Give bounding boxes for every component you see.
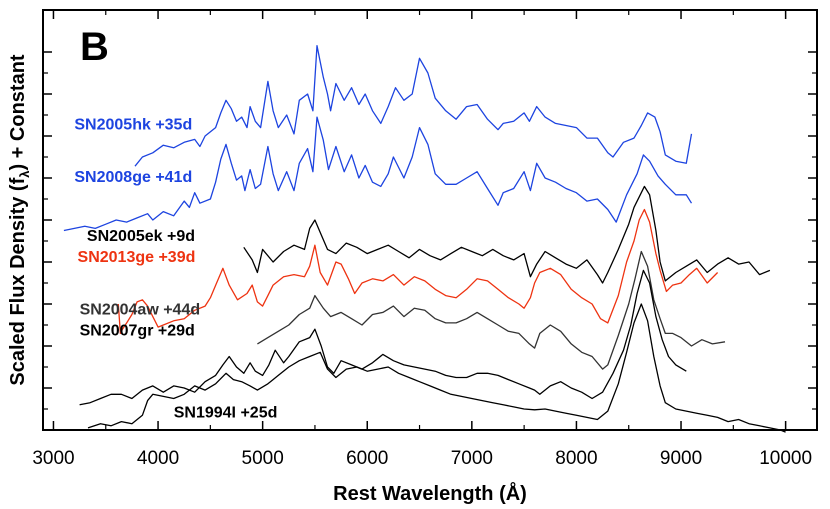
x-tick-labels: 3000 4000 5000 6000 7000 8000 9000 10000	[32, 448, 812, 469]
series-label-sn1994i: SN1994I +25d	[174, 404, 278, 421]
x-tick-label: 9000	[660, 448, 702, 469]
series-line-sn1994i	[87, 303, 786, 433]
series-layer	[63, 45, 786, 433]
x-tick-label: 6000	[346, 448, 388, 469]
plot-frame	[42, 9, 818, 431]
series-label-sn2008ge: SN2008ge +41d	[74, 169, 192, 186]
series-line-sn2005ek	[243, 185, 771, 284]
y-axis-title: Scaled Flux Density (fλ) + Constant	[7, 54, 32, 386]
x-tick-label: 5000	[242, 448, 284, 469]
series-label-sn2005ek: SN2005ek +9d	[87, 228, 195, 245]
y-axis-title-sub: λ	[17, 170, 32, 178]
series-label-sn2013ge: SN2013ge +39d	[78, 249, 196, 266]
series-labels: SN2005hk +35d SN2008ge +41d SN2005ek +9d SN…	[74, 117, 277, 422]
x-tick-label: 8000	[555, 448, 597, 469]
x-tick-label: 10000	[759, 448, 812, 469]
axis-ticks	[43, 10, 817, 430]
x-tick-label: 3000	[32, 448, 74, 469]
y-axis-title-pre: Scaled Flux Density (f	[7, 177, 29, 385]
x-tick-label: 4000	[137, 448, 179, 469]
series-line-sn2007gr	[79, 269, 687, 406]
series-line-sn2013ge	[117, 208, 719, 335]
series-label-sn2007gr: SN2007gr +29d	[80, 323, 195, 340]
panel-letter: B	[80, 25, 109, 69]
series-line-sn2004aw	[257, 250, 726, 370]
y-axis-title-post: ) + Constant	[7, 54, 29, 170]
series-label-sn2004aw: SN2004aw +44d	[80, 302, 201, 319]
series-line-sn2008ge	[63, 116, 693, 232]
x-axis-title: Rest Wavelength (Å)	[333, 481, 527, 505]
series-label-sn2005hk: SN2005hk +35d	[74, 117, 192, 134]
series-line-sn2005hk	[134, 45, 693, 167]
x-tick-label: 7000	[451, 448, 493, 469]
